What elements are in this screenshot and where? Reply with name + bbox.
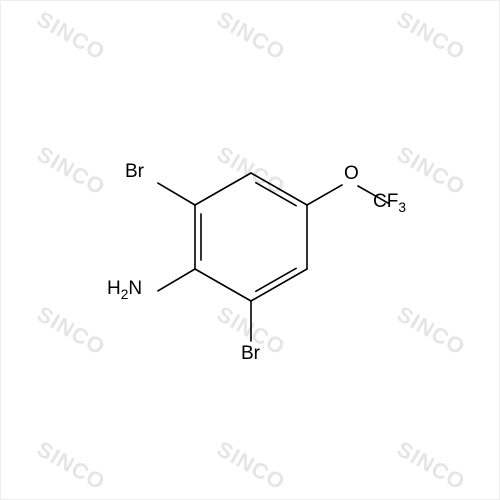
label-cf3: CF3 (373, 191, 406, 213)
molecule-structure (1, 1, 500, 500)
label-br-top: Br (125, 161, 144, 183)
image-canvas: BrH2NBrOCF3 SINCOSINCOSINCOSINCOSINCOSIN… (0, 0, 500, 500)
label-o: O (344, 163, 359, 185)
label-nh2: H2N (107, 278, 142, 300)
